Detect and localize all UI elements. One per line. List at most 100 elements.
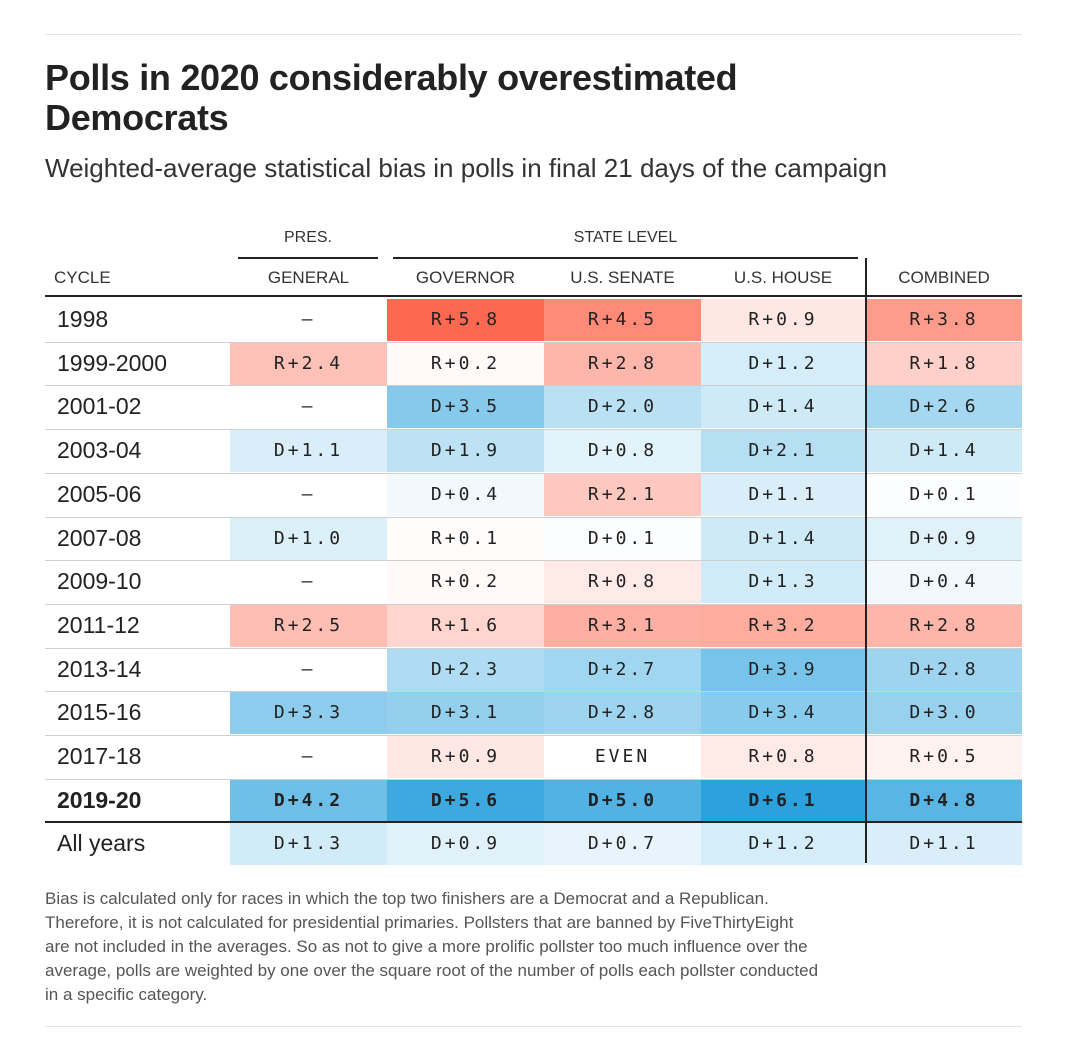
bias-cell: D+5.0: [544, 779, 701, 822]
bias-cell: D+1.4: [866, 430, 1022, 473]
group-underline-state: [393, 257, 858, 259]
footnote-line: in a specific category.: [45, 985, 208, 1004]
bias-cell: D+4.2: [230, 779, 387, 822]
top-rule: [45, 34, 1022, 35]
bias-cell: D+1.2: [701, 823, 865, 866]
row-divider: [45, 560, 1022, 562]
bias-cell: D+1.9: [387, 430, 544, 473]
bias-cell: R+2.8: [866, 604, 1022, 647]
bias-cell: R+5.8: [387, 299, 544, 341]
bias-cell: D+2.3: [387, 648, 544, 691]
group-label-state: STATE LEVEL: [573, 229, 678, 246]
chart-title: Polls in 2020 considerably overestimated…: [45, 58, 1005, 138]
bias-cell: D+0.1: [544, 517, 701, 560]
column-header-combined: COMBINED: [898, 268, 990, 287]
group-label-pres: PRES.: [283, 229, 332, 246]
bias-cell: R+0.2: [387, 561, 544, 604]
bias-cell: D+1.1: [701, 473, 865, 516]
bias-cell: R+0.8: [544, 561, 701, 604]
row-divider: [45, 647, 1022, 649]
bias-cell: D+1.4: [701, 517, 865, 560]
bias-cell: D+5.6: [387, 779, 544, 822]
cycle-label: 2019-20: [57, 786, 142, 813]
bias-cell: —: [230, 386, 387, 429]
bias-cell: D+6.1: [701, 779, 865, 822]
cycle-label: All years: [57, 830, 146, 857]
bias-cell: R+4.5: [544, 299, 701, 341]
cycle-label: 2013-14: [57, 655, 142, 682]
row-divider: [45, 603, 1022, 605]
row-divider: [45, 691, 1022, 693]
bias-cell: D+2.8: [544, 692, 701, 735]
bias-cell: D+1.0: [230, 517, 387, 560]
row-divider: [45, 778, 1022, 780]
row-divider: [45, 429, 1022, 431]
cycle-label: 2007-08: [57, 524, 142, 551]
column-header-general: GENERAL: [267, 268, 350, 287]
bias-cell: R+3.8: [866, 299, 1022, 341]
bias-cell: R+0.1: [387, 517, 544, 560]
bias-cell: D+0.9: [866, 517, 1022, 560]
footnote-line: Therefore, it is not calculated for pres…: [45, 913, 794, 932]
bias-cell: D+1.3: [701, 561, 865, 604]
bias-cell: —: [230, 736, 387, 778]
bias-cell: R+0.2: [387, 342, 544, 385]
bias-cell: R+2.1: [544, 473, 701, 516]
bias-cell: R+0.8: [701, 736, 865, 778]
bias-cell: D+1.2: [701, 342, 865, 385]
cycle-label: 2005-06: [57, 480, 142, 507]
bias-cell: D+2.6: [866, 386, 1022, 429]
bias-cell: D+2.7: [544, 648, 701, 691]
chart-subtitle: Weighted-average statistical bias in pol…: [45, 153, 888, 183]
cycle-label: 2003-04: [57, 437, 142, 464]
bias-cell: D+0.4: [387, 473, 544, 516]
cycle-label: 2011-12: [57, 611, 140, 638]
cycle-label: 1999-2000: [57, 349, 167, 376]
title-line-1: Polls in 2020 considerably overestimated: [45, 57, 738, 98]
bias-cell: R+0.9: [701, 299, 865, 341]
bias-cell: D+3.4: [701, 692, 865, 735]
bias-cell: D+1.1: [866, 823, 1022, 866]
bias-cell: R+1.8: [866, 342, 1022, 385]
footnote-line: average, polls are weighted by one over …: [45, 961, 819, 980]
bias-cell: D+0.7: [544, 823, 701, 866]
bias-cell: —: [230, 561, 387, 604]
bias-cell: D+3.1: [387, 692, 544, 735]
bias-cell: EVEN: [544, 736, 701, 778]
bias-cell: R+1.6: [387, 604, 544, 647]
bias-cell: D+0.9: [387, 823, 544, 866]
bias-cell: R+3.2: [701, 604, 865, 647]
bias-cell: R+3.1: [544, 604, 701, 647]
bias-cell: D+3.9: [701, 648, 865, 691]
bias-cell: —: [230, 648, 387, 691]
title-line-2: Democrats: [45, 97, 229, 138]
bias-cell: R+2.8: [544, 342, 701, 385]
bias-cell: R+2.5: [230, 604, 387, 647]
bias-cell: D+4.8: [866, 779, 1022, 822]
row-divider: [45, 341, 1022, 343]
row-divider: [45, 472, 1022, 474]
bias-cell: —: [230, 299, 387, 341]
bias-cell: D+0.1: [866, 473, 1022, 516]
row-divider: [45, 821, 1022, 824]
bias-cell: R+0.5: [866, 736, 1022, 778]
cycle-label: 2017-18: [57, 743, 142, 769]
combined-divider: [865, 258, 867, 863]
bias-cell: D+2.1: [701, 430, 865, 473]
bias-cell: D+1.4: [701, 386, 865, 429]
bias-cell: —: [230, 473, 387, 516]
column-header-senate: U.S. SENATE: [570, 268, 675, 287]
row-divider: [45, 516, 1022, 518]
bias-cell: R+2.4: [230, 342, 387, 385]
footnote: Bias is calculated only for races in whi…: [45, 887, 1025, 1007]
bottom-rule: [45, 1026, 1022, 1027]
column-header-house: U.S. HOUSE: [733, 268, 833, 287]
bias-cell: D+3.3: [230, 692, 387, 735]
bias-cell: D+2.0: [544, 386, 701, 429]
bias-cell: D+3.0: [866, 692, 1022, 735]
bias-cell: D+1.1: [230, 430, 387, 473]
bias-cell: D+3.5: [387, 386, 544, 429]
cycle-label: 2015-16: [57, 699, 142, 726]
bias-cell: D+0.4: [866, 561, 1022, 604]
footnote-line: Bias is calculated only for races in whi…: [45, 889, 769, 908]
